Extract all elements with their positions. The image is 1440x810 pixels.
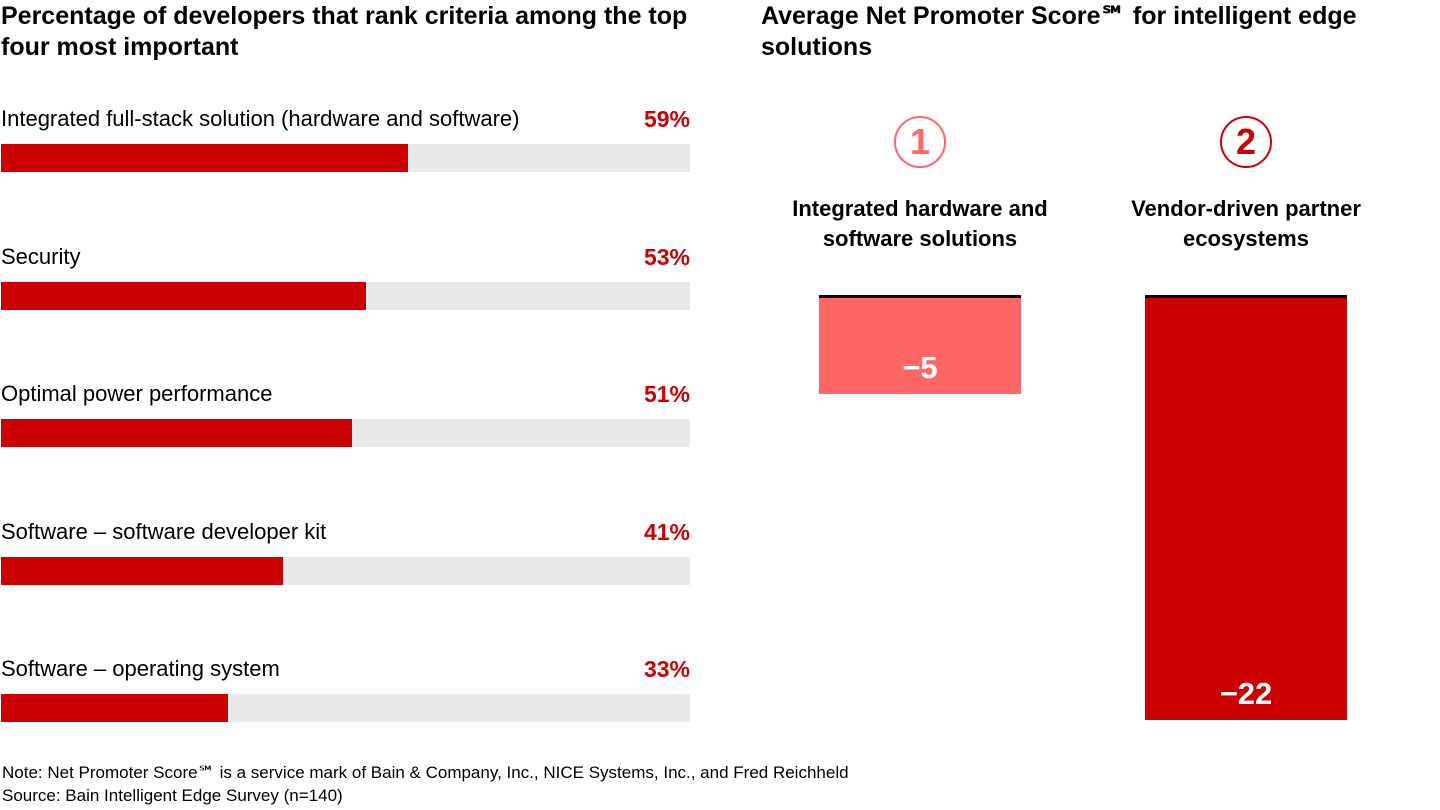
- nps-value-label: −22: [1219, 676, 1273, 712]
- criteria-value-label: 33%: [643, 656, 690, 682]
- criteria-value-label: 59%: [643, 106, 690, 132]
- criteria-label: Software – software developer kit: [1, 518, 327, 544]
- rank-circle: 1: [894, 116, 946, 168]
- nps-bar: −22: [1145, 295, 1347, 721]
- criteria-label: Software – operating system: [1, 656, 280, 681]
- bar-track: [1, 419, 690, 447]
- right-chart-title: Average Net Promoter Score℠ for intellig…: [761, 2, 1357, 61]
- criteria-label: Security: [1, 243, 81, 269]
- criteria-value-label: 53%: [643, 243, 690, 270]
- bar: [1, 694, 229, 722]
- bar: [1, 144, 408, 172]
- nps-bar: −5: [819, 295, 1021, 394]
- bar: [1, 419, 353, 447]
- bar-track: [1, 281, 690, 310]
- left-chart-title: Percentage of developers that rank crite…: [1, 2, 688, 61]
- nps-category-label: Integrated hardware and software solutio…: [792, 196, 1048, 251]
- nps-category-label: Vendor-driven partner ecosystems: [1131, 196, 1361, 251]
- criteria-label: Integrated full-stack solution (hardware…: [1, 106, 520, 131]
- source-note: Source: Bain Intelligent Edge Survey (n=…: [2, 786, 343, 805]
- criteria-value-label: 41%: [643, 518, 690, 545]
- bar: [1, 556, 284, 585]
- bar-track: [1, 694, 690, 722]
- criteria-label: Optimal power performance: [1, 381, 273, 406]
- bar-track: [1, 144, 690, 172]
- bar: [1, 281, 367, 310]
- nps-value-label: −5: [902, 350, 938, 385]
- bar-track: [1, 556, 690, 585]
- criteria-value-label: 51%: [643, 381, 690, 407]
- rank-circle: 2: [1220, 116, 1272, 168]
- footnote: Note: Net Promoter Score℠ is a service m…: [2, 763, 849, 782]
